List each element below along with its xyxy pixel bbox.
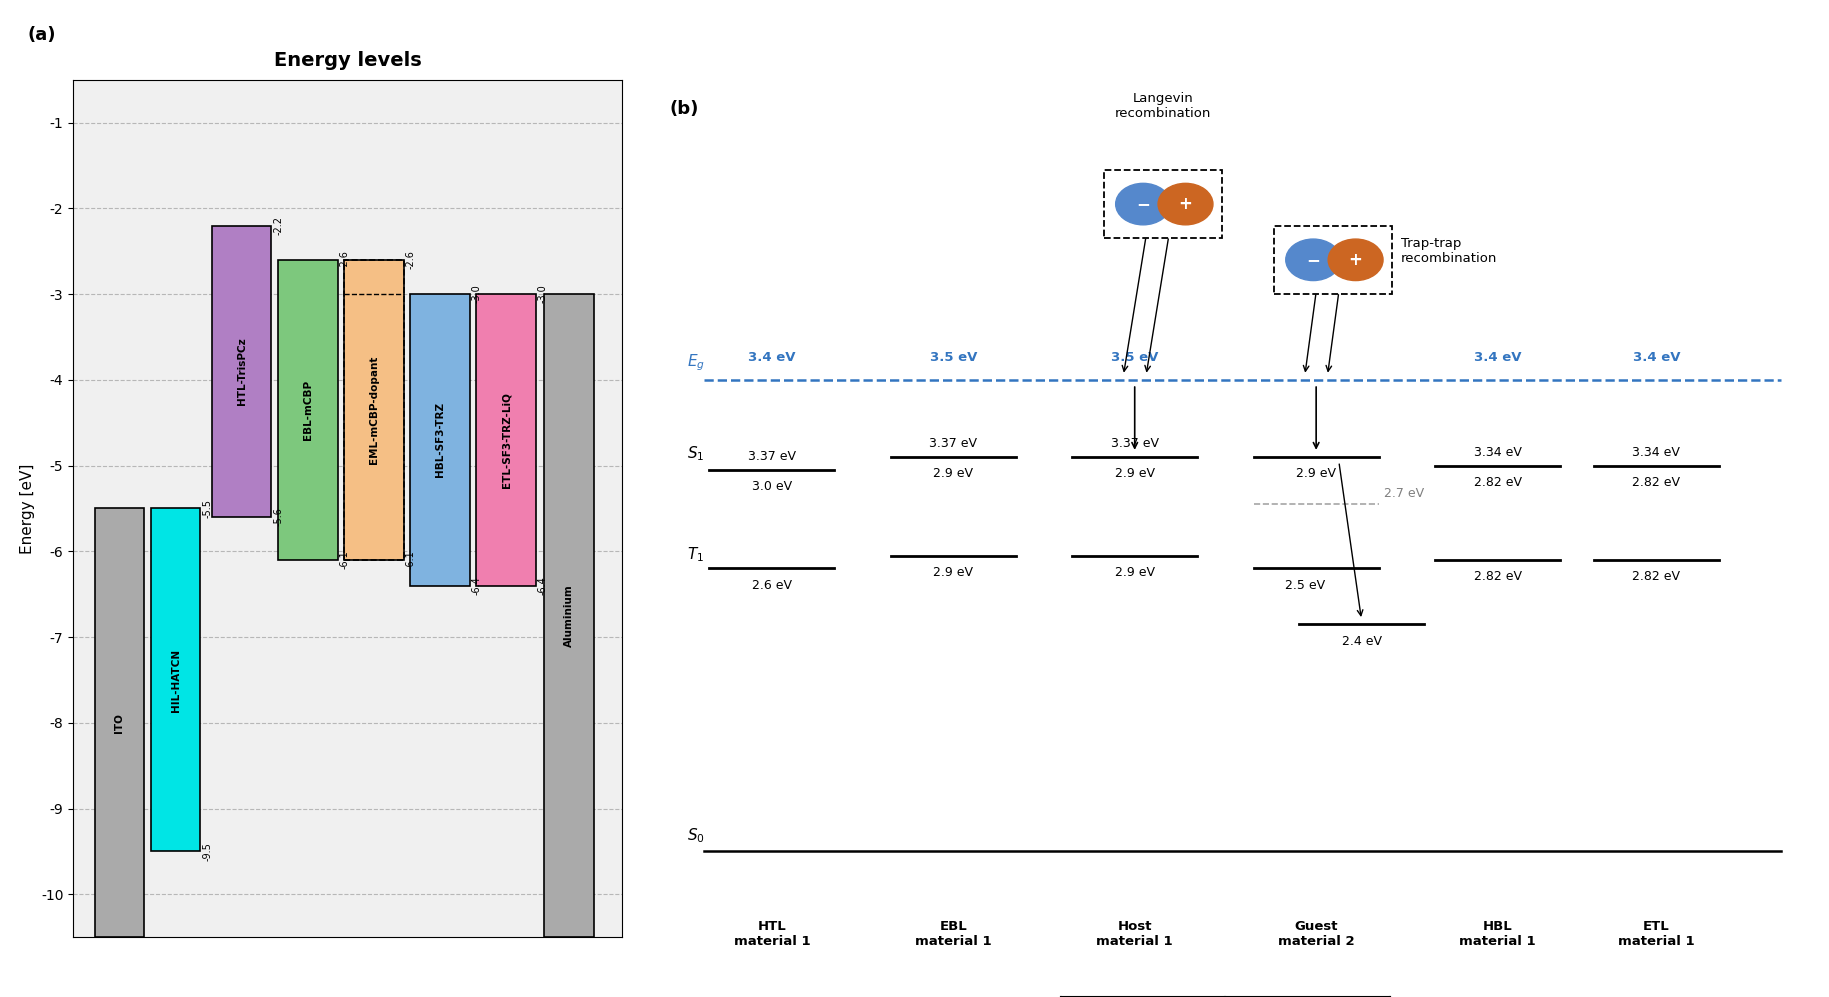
Text: EML-mCBP-dopant: EML-mCBP-dopant — [369, 356, 379, 464]
Text: ITO: ITO — [115, 713, 124, 733]
Text: Guest
material 2: Guest material 2 — [1278, 920, 1355, 948]
Text: Aluminium: Aluminium — [563, 584, 574, 647]
Bar — [410, 294, 470, 585]
Text: 3.37 eV: 3.37 eV — [1110, 437, 1160, 451]
Text: -6.1: -6.1 — [406, 550, 415, 569]
Text: 3.0 eV: 3.0 eV — [752, 481, 792, 494]
Text: 3.5 eV: 3.5 eV — [929, 351, 977, 365]
Text: 2.82 eV: 2.82 eV — [1474, 476, 1522, 489]
Text: 2.82 eV: 2.82 eV — [1631, 476, 1681, 489]
Text: $T_1$: $T_1$ — [686, 545, 704, 564]
Text: $E_g$: $E_g$ — [686, 352, 704, 373]
Text: HIL-HATCN: HIL-HATCN — [170, 648, 181, 712]
Text: 2.9 eV: 2.9 eV — [1114, 468, 1154, 481]
Text: -6.1: -6.1 — [340, 550, 349, 569]
Text: ETL-SF3-TRZ-LiQ: ETL-SF3-TRZ-LiQ — [501, 392, 510, 488]
Text: 2.9 eV: 2.9 eV — [933, 468, 973, 481]
Text: $S_1$: $S_1$ — [686, 445, 704, 463]
Circle shape — [1328, 239, 1383, 280]
Text: 3.4 eV: 3.4 eV — [748, 351, 796, 365]
Text: HTL
material 1: HTL material 1 — [733, 920, 810, 948]
Y-axis label: Energy [eV]: Energy [eV] — [20, 464, 35, 553]
FancyBboxPatch shape — [1275, 226, 1392, 294]
Circle shape — [1116, 183, 1171, 225]
Text: -6.4: -6.4 — [538, 576, 549, 595]
Text: -9.5: -9.5 — [203, 842, 212, 860]
Bar — [344, 260, 404, 560]
Text: 3.37 eV: 3.37 eV — [929, 437, 977, 451]
Text: -3.0: -3.0 — [472, 285, 481, 303]
Bar — [150, 508, 201, 851]
Text: (b): (b) — [669, 100, 699, 118]
Text: 2.82 eV: 2.82 eV — [1474, 570, 1522, 583]
Text: Host
material 1: Host material 1 — [1096, 920, 1172, 948]
Text: -3.0: -3.0 — [538, 285, 549, 303]
Text: −: − — [1306, 251, 1321, 269]
Text: Langevin
recombination: Langevin recombination — [1116, 93, 1211, 121]
Text: ETL
material 1: ETL material 1 — [1619, 920, 1695, 948]
Text: 2.4 eV: 2.4 eV — [1341, 634, 1381, 647]
Text: −: − — [1136, 195, 1150, 213]
Bar — [545, 294, 594, 937]
Text: 3.34 eV: 3.34 eV — [1633, 446, 1681, 459]
Bar — [95, 508, 144, 937]
Text: +: + — [1348, 251, 1363, 269]
Text: -2.6: -2.6 — [406, 250, 415, 269]
Text: 2.9 eV: 2.9 eV — [933, 566, 973, 579]
Bar — [476, 294, 536, 585]
Text: (a): (a) — [27, 26, 57, 44]
Text: 2.5 eV: 2.5 eV — [1284, 579, 1324, 592]
Circle shape — [1158, 183, 1213, 225]
Title: Energy levels: Energy levels — [274, 51, 421, 70]
FancyBboxPatch shape — [1105, 170, 1222, 238]
Text: 3.4 eV: 3.4 eV — [1633, 351, 1681, 365]
Text: +: + — [1178, 195, 1193, 213]
Text: 2.9 eV: 2.9 eV — [1114, 566, 1154, 579]
Text: -2.2: -2.2 — [274, 216, 283, 235]
Bar — [344, 260, 404, 560]
Text: 2.82 eV: 2.82 eV — [1631, 570, 1681, 583]
Bar — [278, 260, 338, 560]
Text: HBL
material 1: HBL material 1 — [1460, 920, 1536, 948]
Text: -5.6: -5.6 — [274, 507, 283, 526]
Text: $S_0$: $S_0$ — [686, 826, 704, 844]
Text: -2.6: -2.6 — [340, 250, 349, 269]
Circle shape — [1286, 239, 1341, 280]
Bar — [212, 225, 271, 517]
Text: EBL
material 1: EBL material 1 — [914, 920, 991, 948]
Text: EBL-mCBP: EBL-mCBP — [304, 380, 313, 440]
Text: -6.4: -6.4 — [472, 576, 481, 595]
Text: 3.37 eV: 3.37 eV — [748, 450, 796, 463]
Text: 3.4 eV: 3.4 eV — [1474, 351, 1522, 365]
Text: 2.7 eV: 2.7 eV — [1385, 487, 1425, 499]
Text: 2.9 eV: 2.9 eV — [1297, 468, 1337, 481]
Text: HTL-TrisPCz: HTL-TrisPCz — [236, 337, 247, 405]
Text: 3.5 eV: 3.5 eV — [1110, 351, 1158, 365]
Text: 3.34 eV: 3.34 eV — [1474, 446, 1522, 459]
Text: -5.5: -5.5 — [203, 498, 212, 518]
Text: 2.6 eV: 2.6 eV — [752, 579, 792, 592]
Text: Trap-trap
recombination: Trap-trap recombination — [1401, 237, 1498, 265]
Text: HBL-SF3-TRZ: HBL-SF3-TRZ — [435, 403, 444, 478]
